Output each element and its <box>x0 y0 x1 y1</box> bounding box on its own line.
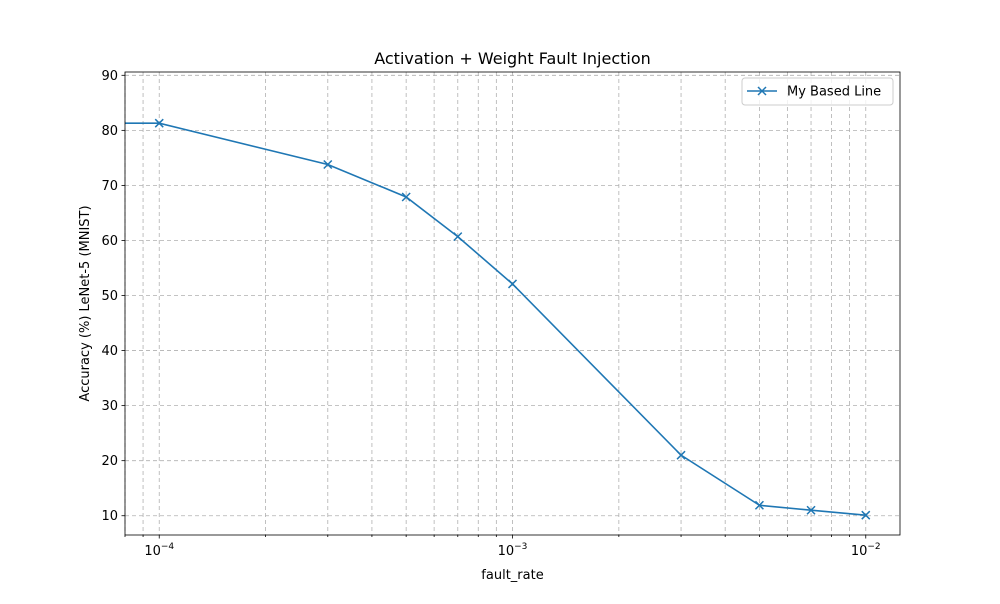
y-tick-label: 20 <box>101 454 118 469</box>
data-point-marker <box>453 232 463 242</box>
data-point-marker <box>323 159 333 170</box>
legend-marker-x <box>757 86 767 96</box>
y-tick-label: 80 <box>101 124 118 139</box>
x-tick-label: 10−4 <box>144 542 174 559</box>
y-axis-label: Accuracy (%) LeNet-5 (MNIST) <box>78 205 93 401</box>
chart-title: Activation + Weight Fault Injection <box>374 49 651 68</box>
legend-box <box>741 77 894 106</box>
ticks: 10 20 30 40 50 60 70 80 90 10−4 10−3 10−2 <box>101 69 880 559</box>
data-point-marker <box>861 510 871 520</box>
y-tick-label: 60 <box>101 234 118 249</box>
data-point-marker <box>154 118 164 128</box>
data-point-marker <box>401 192 411 202</box>
data-point-marker <box>676 450 686 460</box>
x-axis-label: fault_rate <box>481 568 543 583</box>
legend-marker <box>757 86 767 96</box>
data-point-marker <box>806 505 816 515</box>
series-line <box>125 122 866 516</box>
data-point-marker <box>754 500 764 510</box>
x-tick-label: 10−2 <box>851 542 881 559</box>
legend: My Based Line <box>741 77 894 106</box>
y-tick-label: 70 <box>101 179 118 194</box>
y-tick-label: 30 <box>101 399 118 414</box>
legend-label: My Based Line <box>787 85 881 100</box>
y-tick-label: 90 <box>101 69 118 84</box>
x-tick-label: 10−3 <box>498 542 528 559</box>
y-tick-label: 50 <box>101 289 118 304</box>
grid <box>124 72 900 535</box>
series-layer <box>125 118 871 520</box>
y-tick-label: 10 <box>101 509 118 524</box>
data-point-marker <box>507 279 518 289</box>
y-tick-label: 40 <box>101 344 118 359</box>
